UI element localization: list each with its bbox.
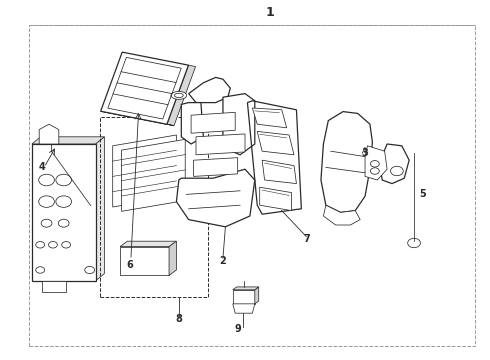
Polygon shape [113, 135, 176, 207]
Polygon shape [176, 169, 255, 227]
Polygon shape [365, 146, 387, 180]
Polygon shape [181, 103, 203, 144]
Polygon shape [120, 247, 169, 275]
Polygon shape [39, 124, 59, 144]
Polygon shape [122, 139, 185, 211]
Text: 3: 3 [362, 148, 368, 158]
Polygon shape [233, 304, 255, 313]
Polygon shape [167, 65, 196, 126]
Text: 4: 4 [38, 162, 45, 172]
Ellipse shape [171, 91, 187, 99]
Polygon shape [380, 144, 409, 184]
Text: 7: 7 [303, 234, 310, 244]
Text: 5: 5 [419, 189, 426, 199]
Polygon shape [196, 134, 245, 155]
Polygon shape [233, 287, 259, 290]
Text: 9: 9 [234, 324, 241, 334]
Polygon shape [194, 158, 238, 176]
Polygon shape [191, 112, 235, 133]
Polygon shape [223, 94, 255, 155]
Polygon shape [32, 137, 104, 144]
Polygon shape [321, 112, 372, 212]
Polygon shape [323, 205, 360, 225]
Polygon shape [189, 77, 230, 103]
Polygon shape [255, 287, 259, 304]
Text: 8: 8 [175, 314, 182, 324]
Polygon shape [100, 52, 189, 124]
Polygon shape [32, 144, 96, 281]
Text: 1: 1 [265, 6, 274, 19]
Polygon shape [169, 241, 176, 275]
Polygon shape [42, 281, 66, 292]
Polygon shape [233, 290, 255, 304]
Text: 6: 6 [126, 260, 133, 270]
Polygon shape [262, 160, 296, 184]
Text: 2: 2 [220, 256, 226, 266]
Polygon shape [120, 241, 176, 247]
Polygon shape [260, 187, 292, 211]
Polygon shape [96, 137, 104, 281]
Polygon shape [252, 108, 287, 128]
Polygon shape [100, 111, 174, 126]
Polygon shape [257, 131, 294, 155]
